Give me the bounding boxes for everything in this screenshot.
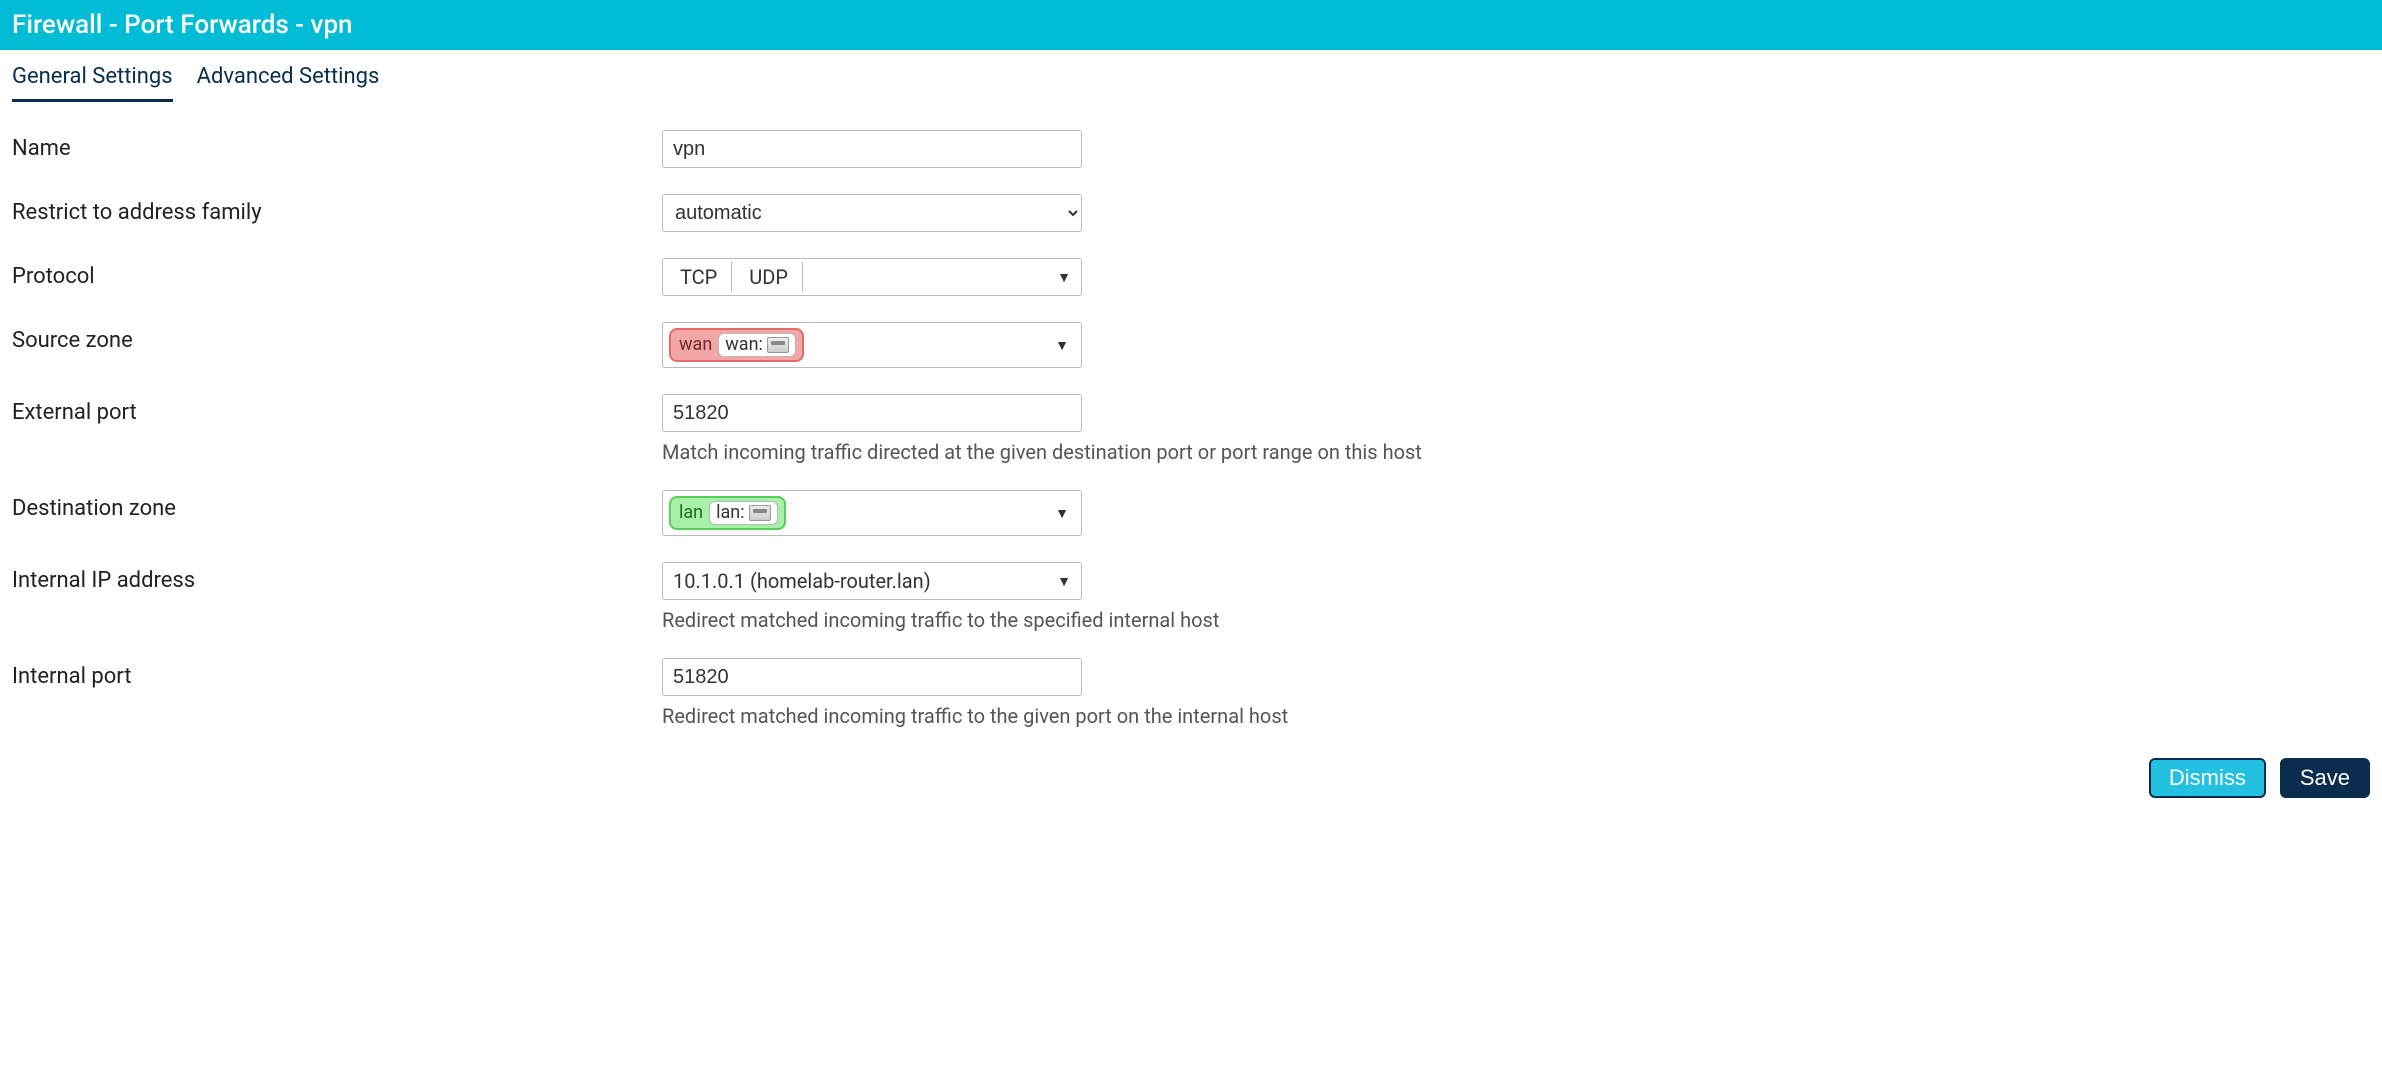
- zone-interface-label: lan:: [716, 502, 744, 524]
- button-row: Dismiss Save: [0, 754, 2382, 818]
- zone-name-lan: lan: [679, 502, 703, 524]
- name-input[interactable]: [662, 130, 1082, 168]
- row-internal-ip: Internal IP address 10.1.0.1 (homelab-ro…: [12, 562, 2370, 632]
- zone-badge-wan: wan wan:: [669, 328, 804, 362]
- zone-interface-lan: lan:: [709, 501, 777, 525]
- zone-badge-lan: lan lan:: [669, 496, 786, 530]
- source-zone-select[interactable]: wan wan: ▼: [662, 322, 1082, 368]
- label-protocol: Protocol: [12, 258, 662, 289]
- destination-zone-select[interactable]: lan lan: ▼: [662, 490, 1082, 536]
- zone-name-wan: wan: [679, 334, 712, 356]
- tab-general-settings[interactable]: General Settings: [12, 64, 173, 102]
- chevron-down-icon: ▼: [1049, 505, 1075, 522]
- zone-interface-wan: wan:: [718, 333, 796, 357]
- dismiss-button[interactable]: Dismiss: [2149, 758, 2266, 798]
- row-internal-port: Internal port Redirect matched incoming …: [12, 658, 2370, 728]
- help-external-port: Match incoming traffic directed at the g…: [662, 440, 2370, 464]
- label-external-port: External port: [12, 394, 662, 425]
- save-button[interactable]: Save: [2280, 758, 2370, 798]
- form-area: Name Restrict to address family automati…: [0, 102, 2382, 728]
- chevron-down-icon: ▼: [1049, 337, 1075, 354]
- row-name: Name: [12, 130, 2370, 168]
- label-internal-ip: Internal IP address: [12, 562, 662, 593]
- internal-ip-select[interactable]: 10.1.0.1 (homelab-router.lan) ▼: [662, 562, 1082, 600]
- label-destination-zone: Destination zone: [12, 490, 662, 521]
- protocol-chip-udp[interactable]: UDP: [735, 262, 803, 292]
- network-interface-icon: [749, 505, 771, 521]
- row-external-port: External port Match incoming traffic dir…: [12, 394, 2370, 464]
- label-source-zone: Source zone: [12, 322, 662, 353]
- row-source-zone: Source zone wan wan: ▼: [12, 322, 2370, 368]
- protocol-chip-tcp[interactable]: TCP: [666, 262, 732, 292]
- help-internal-port: Redirect matched incoming traffic to the…: [662, 704, 2370, 728]
- internal-ip-value: 10.1.0.1 (homelab-router.lan): [673, 569, 931, 593]
- address-family-select[interactable]: automatic: [662, 194, 1082, 232]
- page-header: Firewall - Port Forwards - vpn: [0, 0, 2382, 50]
- page-title: Firewall - Port Forwards - vpn: [12, 10, 353, 40]
- chevron-down-icon: ▼: [1047, 269, 1081, 286]
- row-destination-zone: Destination zone lan lan: ▼: [12, 490, 2370, 536]
- row-protocol: Protocol TCP UDP ▼: [12, 258, 2370, 296]
- label-address-family: Restrict to address family: [12, 194, 662, 225]
- label-internal-port: Internal port: [12, 658, 662, 689]
- internal-port-input[interactable]: [662, 658, 1082, 696]
- protocol-select[interactable]: TCP UDP ▼: [662, 258, 1082, 296]
- external-port-input[interactable]: [662, 394, 1082, 432]
- help-internal-ip: Redirect matched incoming traffic to the…: [662, 608, 2370, 632]
- tab-bar: General Settings Advanced Settings: [0, 50, 2382, 102]
- chevron-down-icon: ▼: [1057, 573, 1071, 590]
- label-name: Name: [12, 130, 662, 161]
- tab-advanced-settings[interactable]: Advanced Settings: [197, 64, 380, 102]
- row-address-family: Restrict to address family automatic: [12, 194, 2370, 232]
- zone-interface-label: wan:: [725, 334, 763, 356]
- network-interface-icon: [767, 337, 789, 353]
